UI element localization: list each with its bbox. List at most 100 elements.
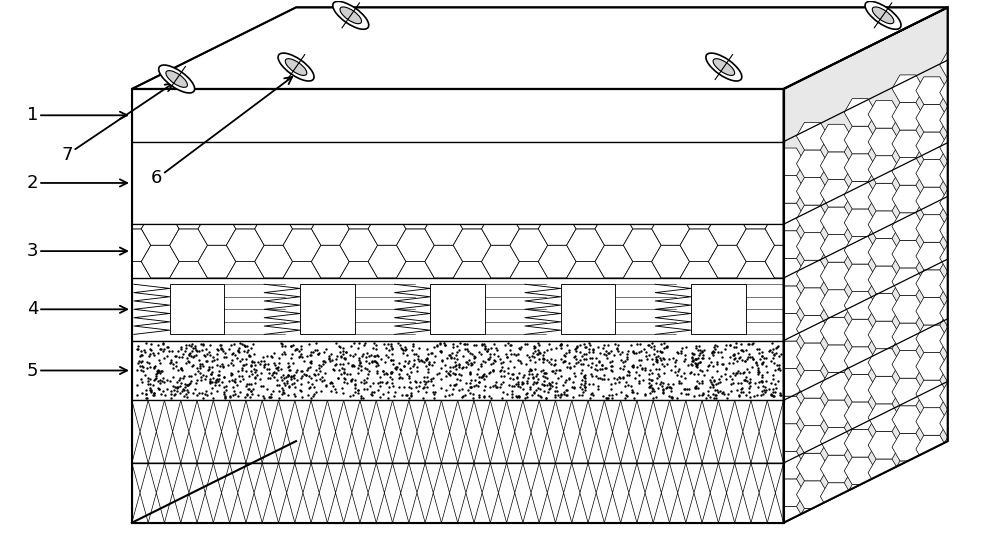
Point bbox=[766, 392, 782, 401]
Point bbox=[365, 378, 381, 387]
Point bbox=[370, 379, 386, 388]
Point bbox=[765, 375, 781, 384]
Point bbox=[391, 383, 407, 391]
Point bbox=[243, 343, 259, 352]
Point bbox=[500, 339, 516, 347]
Point bbox=[741, 388, 757, 396]
Point bbox=[403, 383, 419, 392]
Point bbox=[466, 358, 482, 366]
Polygon shape bbox=[482, 180, 519, 212]
Point bbox=[170, 366, 186, 375]
Point bbox=[321, 354, 337, 363]
Point bbox=[616, 361, 632, 370]
Point bbox=[318, 344, 334, 353]
Point bbox=[420, 377, 436, 385]
Point bbox=[180, 357, 196, 365]
Point bbox=[310, 350, 326, 359]
Point bbox=[149, 366, 165, 375]
Ellipse shape bbox=[713, 58, 735, 75]
Point bbox=[205, 394, 221, 402]
Point bbox=[714, 389, 730, 398]
Point bbox=[382, 372, 398, 381]
Polygon shape bbox=[749, 449, 781, 477]
Point bbox=[249, 371, 265, 379]
Point bbox=[263, 390, 279, 399]
Point bbox=[510, 349, 526, 358]
Point bbox=[688, 360, 704, 369]
Point bbox=[478, 371, 494, 380]
Polygon shape bbox=[680, 262, 718, 294]
Point bbox=[335, 346, 351, 355]
Text: 3: 3 bbox=[27, 242, 127, 260]
Point bbox=[369, 366, 385, 375]
Point bbox=[649, 355, 665, 364]
Point bbox=[433, 383, 449, 392]
Point bbox=[447, 381, 463, 389]
Point bbox=[259, 351, 275, 360]
Point bbox=[391, 370, 407, 378]
Point bbox=[277, 381, 293, 389]
Point bbox=[183, 377, 199, 385]
Point bbox=[237, 341, 253, 350]
Point bbox=[300, 377, 316, 386]
Point bbox=[503, 341, 519, 350]
Point bbox=[151, 385, 167, 394]
Point bbox=[392, 341, 408, 349]
Point bbox=[572, 383, 588, 392]
Point bbox=[140, 380, 156, 389]
Point bbox=[471, 377, 487, 386]
Point bbox=[773, 391, 789, 400]
Point bbox=[688, 384, 704, 393]
Point bbox=[291, 347, 307, 355]
Point bbox=[445, 362, 461, 371]
Point bbox=[162, 376, 178, 385]
Point bbox=[256, 360, 272, 369]
Point bbox=[259, 365, 275, 374]
Point bbox=[708, 394, 724, 402]
Point bbox=[680, 389, 696, 398]
Point bbox=[202, 379, 218, 388]
Point bbox=[351, 355, 367, 364]
Point bbox=[139, 357, 155, 366]
Point bbox=[204, 378, 220, 387]
Point bbox=[698, 394, 714, 403]
Point bbox=[200, 365, 216, 374]
Point bbox=[419, 355, 435, 364]
Point bbox=[738, 390, 754, 399]
Polygon shape bbox=[892, 158, 924, 185]
Point bbox=[416, 383, 432, 391]
Point bbox=[505, 370, 521, 378]
Point bbox=[212, 341, 228, 349]
Point bbox=[384, 379, 400, 388]
Point bbox=[146, 390, 162, 399]
Polygon shape bbox=[793, 262, 831, 294]
Polygon shape bbox=[397, 130, 434, 163]
Polygon shape bbox=[453, 196, 491, 229]
Point bbox=[455, 363, 471, 371]
Polygon shape bbox=[368, 147, 406, 180]
Point bbox=[509, 393, 525, 401]
Point bbox=[138, 390, 154, 399]
Point bbox=[379, 370, 395, 378]
Point bbox=[567, 352, 583, 360]
Point bbox=[700, 391, 716, 400]
Point bbox=[173, 365, 189, 373]
Point bbox=[577, 374, 593, 383]
Point bbox=[617, 393, 633, 402]
Point bbox=[602, 358, 618, 366]
Point bbox=[477, 358, 493, 366]
Polygon shape bbox=[708, 180, 746, 212]
Point bbox=[195, 393, 211, 402]
Point bbox=[765, 371, 781, 379]
Point bbox=[619, 349, 635, 358]
Point bbox=[131, 357, 147, 366]
Point bbox=[671, 377, 687, 385]
Polygon shape bbox=[226, 163, 264, 196]
Point bbox=[710, 378, 726, 387]
Point bbox=[646, 342, 662, 351]
Point bbox=[359, 349, 375, 358]
Point bbox=[632, 361, 648, 370]
Point bbox=[754, 360, 770, 369]
Point bbox=[445, 340, 461, 348]
Polygon shape bbox=[940, 217, 972, 244]
